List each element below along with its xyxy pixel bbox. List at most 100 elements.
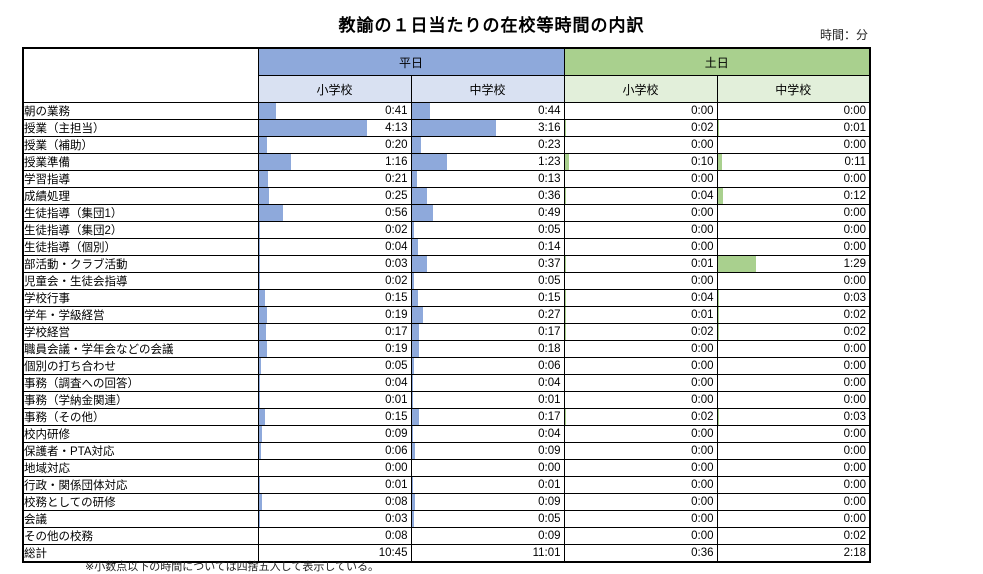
value-cell: 0:36 [410,187,565,205]
data-bar [259,154,292,170]
time-value: 0:00 [843,428,867,440]
time-value: 0:00 [691,207,714,219]
row-label: 学校経営 [22,323,259,341]
data-bar [412,222,414,238]
value-cell: 0:00 [563,493,718,511]
row-label: 地域対応 [22,459,259,477]
table-row: 学習指導 0:21 0:13 0:00 0:00 [22,170,871,188]
time-value: 0:02 [691,122,714,134]
time-value: 0:13 [538,173,561,185]
value-cell: 0:44 [410,102,565,120]
value-cell: 0:14 [410,238,565,256]
row-label: 生徒指導（個別） [22,238,259,256]
value-cell: 0:09 [410,527,565,545]
value-cell: 0:00 [716,221,871,239]
value-cell: 0:06 [257,442,412,460]
data-bar [718,290,719,306]
value-cell: 0:01 [563,255,718,273]
header-weekend: 土日 [563,47,871,76]
value-cell: 0:00 [716,476,871,494]
value-cell: 0:09 [257,425,412,443]
value-cell: 0:00 [563,391,718,409]
time-value: 0:04 [385,241,408,253]
time-value: 0:06 [385,445,408,457]
value-cell: 0:00 [563,272,718,290]
data-bar [412,205,433,221]
time-value: 0:14 [538,241,561,253]
value-cell: 0:00 [716,391,871,409]
value-cell: 0:19 [257,340,412,358]
time-value: 0:02 [385,224,408,236]
time-value: 0:00 [843,496,867,508]
table-body: 朝の業務 0:41 0:44 0:00 0:00 授業（主担当） 4:13 3:16 0:02 0… [22,102,871,563]
value-cell: 0:08 [257,493,412,511]
time-value: 0:00 [843,462,867,474]
value-cell: 0:00 [716,170,871,188]
time-value: 0:05 [538,224,561,236]
data-bar [412,273,414,289]
time-value: 0:00 [843,479,867,491]
time-value: 1:16 [385,156,408,168]
value-cell: 0:05 [257,357,412,375]
time-value: 0:00 [843,224,867,236]
time-value: 10:45 [378,547,408,559]
time-value: 0:05 [538,275,561,287]
row-label: 保護者・PTA対応 [22,442,259,460]
time-value: 0:00 [691,428,714,440]
data-bar [259,358,261,374]
time-value: 0:15 [538,292,561,304]
time-value: 0:08 [385,530,408,542]
value-cell: 0:00 [716,425,871,443]
value-cell: 0:00 [716,459,871,477]
row-label: 学年・学級経営 [22,306,259,324]
time-value: 0:04 [385,377,408,389]
time-value: 0:04 [691,190,714,202]
time-value: 0:00 [691,496,714,508]
data-bar [259,426,263,442]
value-cell: 0:02 [563,119,718,137]
row-label: 学校行事 [22,289,259,307]
table-row: 学校経営 0:17 0:17 0:02 0:02 [22,323,871,341]
value-cell: 0:17 [257,323,412,341]
row-label: 成績処理 [22,187,259,205]
value-cell: 0:00 [716,102,871,120]
time-value: 0:09 [538,530,561,542]
data-bar [259,256,260,272]
page-title: 教諭の１日当たりの在校等時間の内訳 [338,16,645,35]
data-bar [412,290,418,306]
data-bar [259,290,265,306]
time-value: 0:41 [385,105,408,117]
data-bar [259,205,283,221]
time-value: 0:01 [691,309,714,321]
value-cell: 0:03 [257,510,412,528]
table-row: 成績処理 0:25 0:36 0:04 0:12 [22,187,871,205]
time-value: 0:01 [843,122,867,134]
table-row: 生徒指導（集団1） 0:56 0:49 0:00 0:00 [22,204,871,222]
value-cell: 0:00 [716,340,871,358]
value-cell: 0:03 [716,408,871,426]
time-value: 0:00 [691,360,714,372]
value-cell: 0:00 [716,357,871,375]
time-value: 0:18 [538,343,561,355]
time-value: 0:03 [843,411,867,423]
value-cell: 0:02 [716,527,871,545]
data-bar [259,494,262,510]
corner-cell [22,47,259,103]
value-cell: 0:00 [716,493,871,511]
table-row: 校務としての研修 0:08 0:09 0:00 0:00 [22,493,871,511]
data-bar [412,154,448,170]
data-bar [565,188,567,204]
value-cell: 0:15 [257,289,412,307]
value-cell: 0:00 [563,442,718,460]
time-value: 0:08 [385,496,408,508]
value-cell: 0:01 [257,476,412,494]
value-cell: 0:06 [410,357,565,375]
row-label: 朝の業務 [22,102,259,120]
time-value: 0:02 [843,309,867,321]
row-label: 生徒指導（集団2） [22,221,259,239]
header-weekday: 平日 [257,47,565,76]
time-value: 0:00 [691,173,714,185]
time-value: 0:00 [843,275,867,287]
table-row: 事務（その他） 0:15 0:17 0:02 0:03 [22,408,871,426]
value-cell: 0:04 [563,289,718,307]
